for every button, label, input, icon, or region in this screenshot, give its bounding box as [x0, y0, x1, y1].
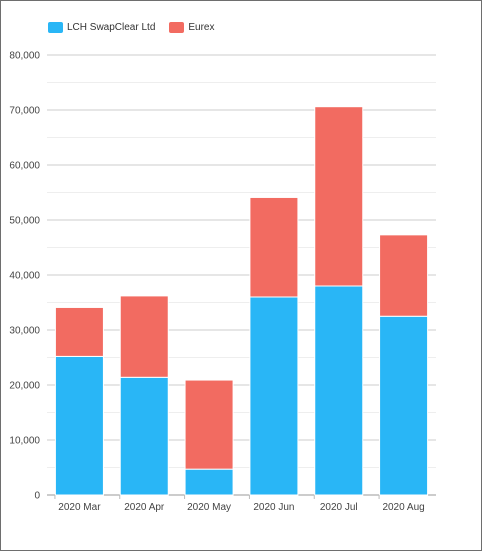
bar-eurex[interactable] — [54, 306, 104, 357]
x-tick-label: 2020 Apr — [124, 502, 165, 513]
legend-item-eurex[interactable]: Eurex — [169, 22, 215, 33]
y-tick-label: 70,000 — [9, 106, 40, 117]
bar-lch[interactable] — [54, 355, 104, 496]
bar-lch[interactable] — [184, 468, 234, 496]
bar-lch[interactable] — [249, 296, 299, 496]
x-tick-label: 2020 Jun — [253, 502, 294, 513]
y-tick-label: 60,000 — [9, 161, 40, 172]
legend-swatch-eurex — [169, 22, 185, 33]
bar-eurex[interactable] — [249, 196, 299, 298]
legend-label-eurex: Eurex — [188, 22, 215, 33]
bar-eurex[interactable] — [379, 234, 429, 317]
x-tick-label: 2020 Aug — [382, 502, 424, 513]
chart-legend: LCH SwapClear Ltd Eurex — [48, 22, 215, 33]
y-tick-label: 0 — [34, 491, 40, 502]
legend-swatch-lch — [48, 22, 63, 33]
x-tick-label: 2020 Mar — [58, 502, 101, 513]
y-tick-label: 50,000 — [9, 216, 40, 227]
bar-eurex[interactable] — [119, 295, 169, 378]
bar-lch[interactable] — [119, 376, 169, 496]
y-tick-label: 10,000 — [9, 436, 40, 447]
y-tick-label: 20,000 — [9, 381, 40, 392]
y-tick-label: 80,000 — [9, 51, 40, 62]
y-tick-label: 40,000 — [9, 271, 40, 282]
bar-eurex[interactable] — [184, 379, 234, 470]
y-tick-label: 30,000 — [9, 326, 40, 337]
x-tick-label: 2020 Jul — [320, 502, 358, 513]
x-tick-label: 2020 May — [187, 502, 231, 513]
legend-label-lch: LCH SwapClear Ltd — [67, 22, 156, 33]
bar-lch[interactable] — [379, 315, 429, 496]
legend-item-lch[interactable]: LCH SwapClear Ltd — [48, 22, 155, 33]
bar-lch[interactable] — [314, 285, 364, 496]
bar-eurex[interactable] — [314, 106, 364, 287]
